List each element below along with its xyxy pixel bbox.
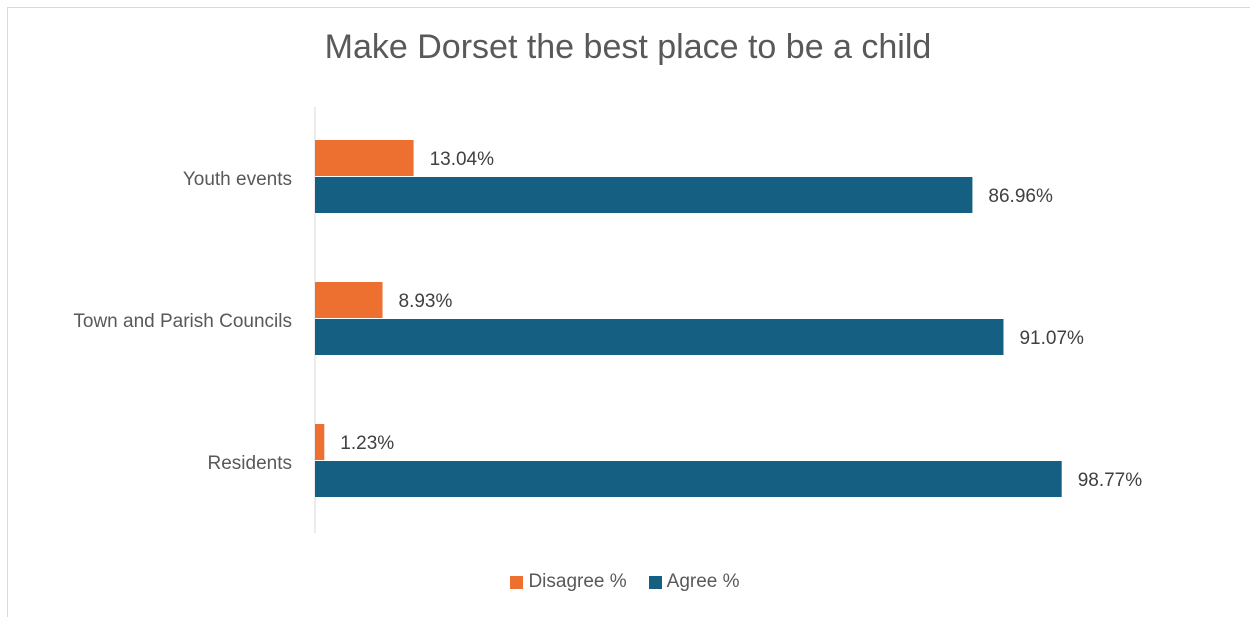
bar-disagree-residents — [315, 424, 325, 460]
chart-area — [7, 7, 1250, 617]
bar-agree-town-and-parish-councils — [315, 319, 1004, 355]
labels-layer: Youth events 13.04% 86.96% Town and Parish … — [73, 149, 1142, 491]
bar-agree-youth-events — [315, 177, 973, 213]
legend-label-disagree: Disagree % — [528, 571, 627, 592]
bars-layer — [315, 140, 1062, 497]
legend-swatch-disagree — [510, 575, 524, 589]
bar-agree-residents — [315, 461, 1062, 497]
legend-label-agree: Agree % — [666, 571, 740, 592]
legend: Disagree % Agree % — [0, 571, 1250, 593]
data-label-agree-residents: 98.77% — [1078, 470, 1143, 491]
data-label-agree-youth-events: 86.96% — [988, 186, 1053, 207]
bar-disagree-town-and-parish-councils — [315, 282, 383, 318]
legend-swatch-agree — [648, 575, 662, 589]
category-label-youth-events: Youth events — [183, 169, 292, 190]
bar-disagree-youth-events — [315, 140, 414, 176]
data-label-disagree-town-and-parish-councils: 8.93% — [399, 291, 453, 312]
legend-item-agree: Agree % — [648, 571, 740, 593]
chart-title: Make Dorset the best place to be a child — [324, 28, 932, 66]
legend-item-disagree: Disagree % — [510, 571, 627, 593]
data-label-disagree-youth-events: 13.04% — [430, 149, 495, 170]
category-label-town-and-parish-councils: Town and Parish Councils — [73, 311, 292, 332]
category-label-residents: Residents — [208, 453, 293, 474]
data-label-disagree-residents: 1.23% — [340, 433, 394, 454]
data-label-agree-town-and-parish-councils: 91.07% — [1019, 328, 1084, 349]
